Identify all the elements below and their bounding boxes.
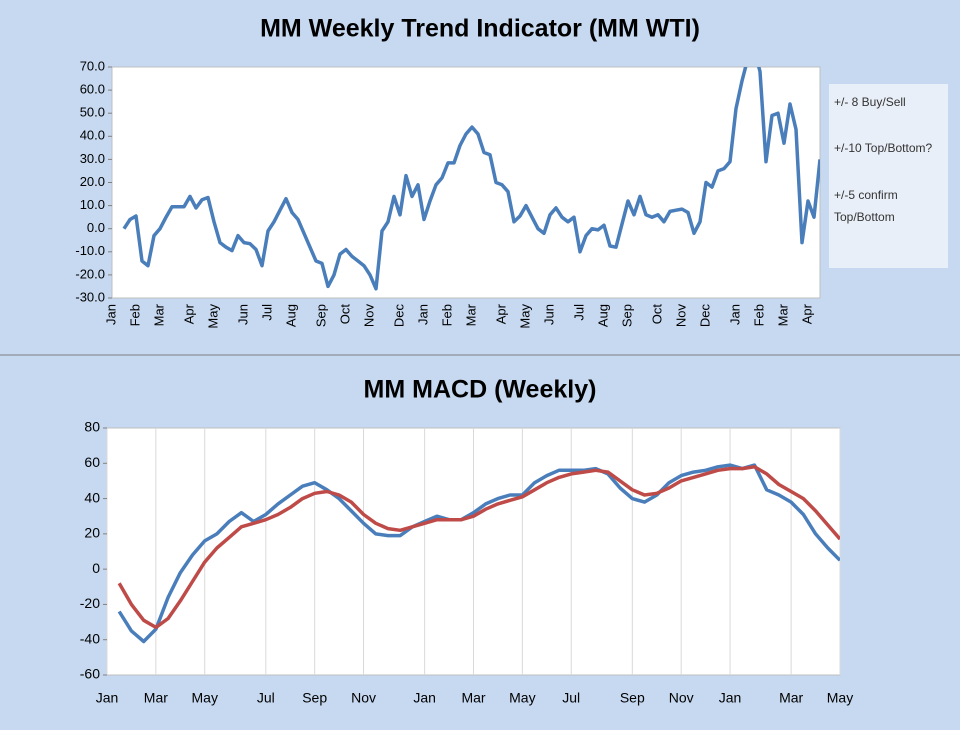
y-tick-label: -30.0 (75, 289, 105, 304)
x-tick-label: Nov (673, 304, 688, 328)
y-tick-label: -60 (80, 666, 100, 682)
x-tick-label: Jun (541, 304, 556, 325)
y-tick-label: 0.0 (87, 220, 105, 235)
x-tick-label: Jul (259, 304, 274, 321)
y-tick-label: 60 (84, 454, 100, 470)
y-tick-label: 0 (92, 560, 100, 576)
x-tick-label: May (205, 304, 220, 329)
x-tick-label: Mar (144, 690, 168, 706)
x-tick-label: Feb (127, 304, 142, 326)
y-tick-label: 20 (84, 525, 100, 541)
x-tick-label: Mar (779, 690, 803, 706)
x-tick-label: Feb (751, 304, 766, 326)
x-tick-label: May (517, 304, 532, 329)
y-tick-label: -20.0 (75, 266, 105, 281)
x-tick-label: May (509, 690, 535, 706)
x-tick-label: Nov (361, 304, 376, 328)
x-tick-label: Nov (669, 690, 694, 706)
x-tick-label: Dec (391, 304, 406, 328)
x-tick-label: Feb (439, 304, 454, 326)
annotation-box (829, 84, 948, 268)
x-tick-label: Jun (235, 304, 250, 325)
x-tick-label: Mar (151, 303, 166, 326)
x-tick-label: May (192, 690, 218, 706)
y-tick-label: 50.0 (80, 105, 105, 120)
x-tick-label: Jan (413, 690, 436, 706)
x-tick-label: Sep (313, 304, 328, 327)
y-tick-label: -20 (80, 595, 100, 611)
chart-title: MM MACD (Weekly) (364, 376, 597, 404)
data-line (117, 463, 840, 644)
x-tick-label: Apr (799, 303, 814, 324)
y-tick-label: 70.0 (80, 58, 105, 73)
y-tick-label: -40 (80, 630, 100, 646)
x-tick-label: Dec (697, 304, 712, 328)
x-tick-label: Nov (351, 690, 376, 706)
x-tick-label: Jan (103, 304, 118, 325)
y-tick-label: 80 (84, 419, 100, 435)
x-tick-label: Mar (775, 303, 790, 326)
plot-area (111, 66, 821, 299)
annotation: +/- 8 Buy/Sell (834, 95, 906, 109)
x-tick-label: Jan (727, 304, 742, 325)
y-tick-label: 30.0 (80, 151, 105, 166)
x-tick-label: May (827, 690, 853, 706)
x-tick-label: Aug (283, 304, 298, 327)
y-tick-label: 40.0 (80, 128, 105, 143)
annotation: +/-5 confirm (834, 188, 898, 202)
x-tick-label: Jan (415, 304, 430, 325)
x-tick-label: Jan (719, 690, 742, 706)
x-tick-label: Mar (461, 690, 485, 706)
y-tick-label: -10.0 (75, 243, 105, 258)
x-tick-label: Mar (463, 303, 478, 326)
x-tick-label: Sep (619, 304, 634, 327)
x-tick-label: Jan (96, 690, 119, 706)
data-line (122, 67, 820, 291)
data-line (117, 465, 840, 630)
x-tick-label: Oct (337, 304, 352, 325)
x-tick-label: Jul (571, 304, 586, 321)
x-tick-label: Aug (595, 304, 610, 327)
x-tick-label: Sep (302, 690, 327, 706)
x-tick-label: Oct (649, 304, 664, 325)
y-tick-label: 40 (84, 489, 100, 505)
y-tick-label: 60.0 (80, 82, 105, 97)
x-tick-label: Apr (181, 303, 196, 324)
y-tick-label: 10.0 (80, 197, 105, 212)
x-tick-label: Sep (620, 690, 645, 706)
annotation: +/-10 Top/Bottom? (834, 141, 933, 155)
x-tick-label: Jul (562, 690, 580, 706)
x-tick-label: Jul (257, 690, 275, 706)
annotation: Top/Bottom (834, 210, 895, 224)
y-tick-label: 20.0 (80, 174, 105, 189)
x-tick-label: Apr (493, 303, 508, 324)
chart-title: MM Weekly Trend Indicator (MM WTI) (260, 15, 700, 43)
